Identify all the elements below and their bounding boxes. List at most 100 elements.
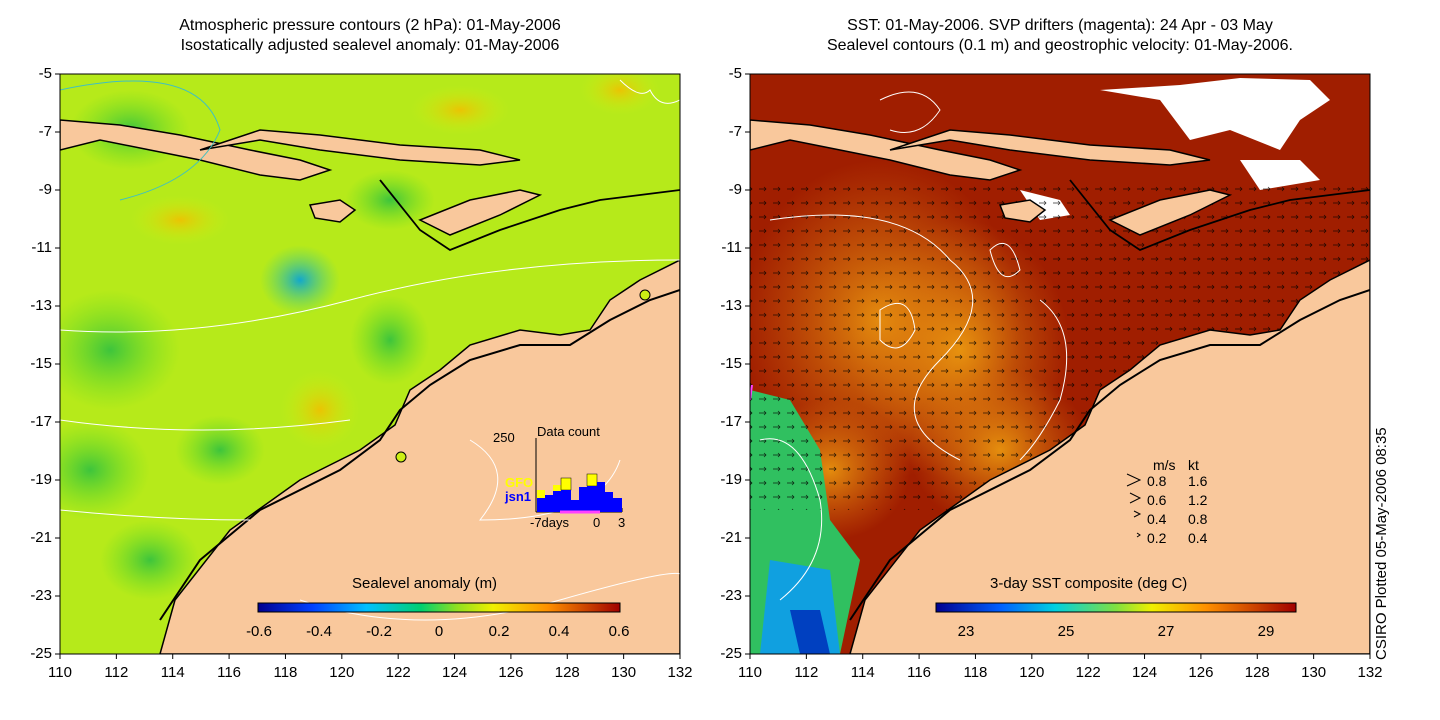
pressure-contour: [60, 419, 351, 431]
inset-x-label: -7days: [530, 515, 570, 530]
right-colorbar-label: 3-day SST composite (deg C): [990, 575, 1188, 592]
y-tick-label: -5: [38, 65, 52, 82]
plot-credit: CSIRO Plotted 05-May-2006 08:35: [1373, 427, 1390, 660]
x-tick-label: 116: [217, 664, 242, 681]
sst-coldest-region: [790, 610, 830, 654]
pressure-contour: [60, 259, 680, 333]
y-tick-label: -19: [720, 471, 742, 488]
inset-label: Data count: [537, 424, 600, 439]
x-tick-label: 112: [794, 664, 819, 681]
x-tick-label: 114: [850, 664, 875, 681]
shelf-edge-north-right: [1069, 179, 1370, 252]
legend-header-ms: m/s: [1153, 457, 1176, 473]
inset-series-jsn1: jsn1: [505, 489, 532, 504]
shelf-edge-north: [379, 179, 680, 252]
sumba-island: [308, 199, 357, 223]
y-tick-label: -7: [728, 123, 742, 140]
colorbar-tick-label: 0: [434, 623, 444, 640]
timor-right: [1108, 189, 1233, 236]
colorbar-tick-label: -0.4: [306, 623, 332, 640]
sealevel-contour: [759, 438, 823, 601]
left-title-line1: Atmospheric pressure contours (2 hPa): 0…: [179, 17, 561, 34]
y-tick-label: -9: [728, 181, 742, 198]
australia-land-right: [849, 259, 1370, 654]
sealevel-contour: [879, 91, 941, 133]
colorbar-tick-label: 0.6: [608, 623, 630, 640]
y-tick-label: -13: [30, 297, 52, 314]
inset-series-gfo: GFO: [505, 475, 534, 490]
x-tick-label: 116: [907, 664, 932, 681]
colorbar-tick-label: 0.2: [488, 623, 510, 640]
y-tick-label: -13: [720, 297, 742, 314]
y-tick-label: -25: [720, 645, 742, 662]
right-title-line1: SST: 01-May-2006. SVP drifters (magenta)…: [847, 17, 1273, 34]
x-tick-label: 124: [442, 664, 468, 681]
x-tick-label: 124: [1132, 664, 1158, 681]
x-tick-label: 114: [160, 664, 185, 681]
y-tick-label: -11: [31, 239, 52, 256]
sealevel-contour: [879, 302, 916, 349]
sealevel-contour: [989, 242, 1021, 278]
pressure-contour: [619, 79, 680, 104]
y-tick-label: -7: [38, 123, 52, 140]
inset-x-zero: 0: [593, 515, 601, 530]
inset-bars: [537, 473, 622, 512]
y-tick-label: -9: [38, 181, 52, 198]
legend-speed-kt: 1.6: [1188, 473, 1208, 489]
cloud-gap: [1100, 78, 1330, 150]
colorbar-tick-label: 0.4: [548, 623, 570, 640]
x-tick-label: 110: [48, 664, 72, 681]
x-tick-label: 126: [1188, 664, 1214, 681]
legend-speed-kt: 1.2: [1188, 492, 1208, 508]
x-tick-label: 126: [498, 664, 524, 681]
y-tick-label: -21: [720, 529, 742, 546]
sealevel-contour: [1019, 299, 1068, 461]
x-tick-label: 120: [329, 664, 355, 681]
legend-speed-ms: 0.2: [1147, 530, 1167, 546]
x-tick-label: 130: [611, 664, 637, 681]
legend-speed-ms: 0.6: [1147, 492, 1167, 508]
x-tick-label: 132: [667, 664, 693, 681]
x-tick-label: 128: [1244, 664, 1270, 681]
timor-island: [418, 189, 543, 236]
x-tick-label: 128: [554, 664, 580, 681]
axis-tick-marks: [55, 73, 1371, 659]
data-count-inset: [535, 438, 623, 514]
left-colorbar-label: Sealevel anomaly (m): [352, 575, 498, 592]
left-colorbar: [257, 602, 621, 613]
colorbar-tick-label: 25: [1057, 623, 1075, 640]
y-tick-label: -17: [30, 413, 52, 430]
australia-land: [159, 259, 680, 654]
legend-speed-kt: 0.8: [1188, 511, 1208, 527]
left-title-line2: Isostatically adjusted sealevel anomaly:…: [180, 37, 560, 54]
y-tick-label: -21: [30, 529, 52, 546]
java-island-right: [750, 119, 1023, 181]
legend-header-kt: kt: [1188, 457, 1199, 473]
right-map: [750, 74, 1370, 654]
right-panel-title: SST: 01-May-2006. SVP drifters (magenta)…: [750, 16, 1370, 56]
velocity-legend-arrows: [1126, 473, 1142, 538]
y-tick-label: -11: [721, 239, 742, 256]
left-panel-title: Atmospheric pressure contours (2 hPa): 0…: [60, 16, 680, 56]
java-island: [60, 119, 333, 181]
y-tick-label: -23: [30, 587, 52, 604]
x-tick-label: 122: [1075, 664, 1101, 681]
y-tick-label: -23: [720, 587, 742, 604]
sumba-right: [998, 199, 1047, 223]
pressure-contour-cyan: [60, 80, 221, 201]
right-title-line2: Sealevel contours (0.1 m) and geostrophi…: [826, 37, 1293, 54]
right-colorbar: [935, 602, 1297, 613]
station-marker: [639, 289, 651, 301]
colorbar-tick-label: 27: [1157, 623, 1175, 640]
x-tick-label: 112: [104, 664, 129, 681]
y-tick-label: -19: [30, 471, 52, 488]
x-tick-label: 118: [273, 664, 298, 681]
legend-speed-ms: 0.8: [1147, 473, 1167, 489]
shelf-edge-right: [849, 289, 1370, 621]
legend-speed-kt: 0.4: [1188, 530, 1208, 546]
y-tick-label: -15: [30, 355, 52, 372]
colorbar-tick-label: -0.2: [366, 623, 392, 640]
left-map: [60, 74, 680, 654]
y-tick-label: -25: [30, 645, 52, 662]
colorbar-tick-label: 23: [957, 623, 975, 640]
